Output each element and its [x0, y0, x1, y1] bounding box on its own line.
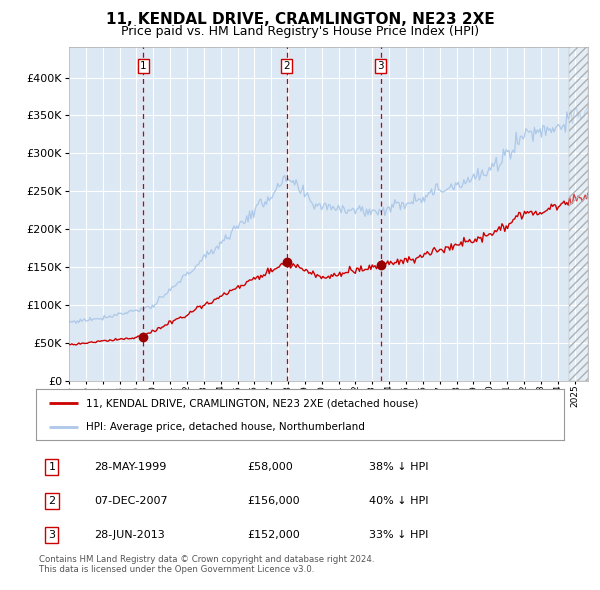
Text: 1: 1 [49, 462, 55, 471]
Text: 38% ↓ HPI: 38% ↓ HPI [368, 462, 428, 471]
Text: 3: 3 [49, 530, 55, 540]
Text: 33% ↓ HPI: 33% ↓ HPI [368, 530, 428, 540]
Text: 40% ↓ HPI: 40% ↓ HPI [368, 496, 428, 506]
Text: 07-DEC-2007: 07-DEC-2007 [94, 496, 168, 506]
Text: Contains HM Land Registry data © Crown copyright and database right 2024.
This d: Contains HM Land Registry data © Crown c… [39, 555, 374, 574]
Text: £156,000: £156,000 [247, 496, 300, 506]
Text: 2: 2 [284, 61, 290, 71]
Text: 2: 2 [48, 496, 55, 506]
Text: 28-JUN-2013: 28-JUN-2013 [94, 530, 165, 540]
Text: HPI: Average price, detached house, Northumberland: HPI: Average price, detached house, Nort… [86, 422, 365, 432]
Text: Price paid vs. HM Land Registry's House Price Index (HPI): Price paid vs. HM Land Registry's House … [121, 25, 479, 38]
Text: 11, KENDAL DRIVE, CRAMLINGTON, NE23 2XE: 11, KENDAL DRIVE, CRAMLINGTON, NE23 2XE [106, 12, 494, 27]
Text: 1: 1 [140, 61, 146, 71]
Text: 3: 3 [377, 61, 384, 71]
Text: 28-MAY-1999: 28-MAY-1999 [94, 462, 166, 471]
Text: £152,000: £152,000 [247, 530, 300, 540]
Text: 11, KENDAL DRIVE, CRAMLINGTON, NE23 2XE (detached house): 11, KENDAL DRIVE, CRAMLINGTON, NE23 2XE … [86, 398, 419, 408]
Text: £58,000: £58,000 [247, 462, 293, 471]
